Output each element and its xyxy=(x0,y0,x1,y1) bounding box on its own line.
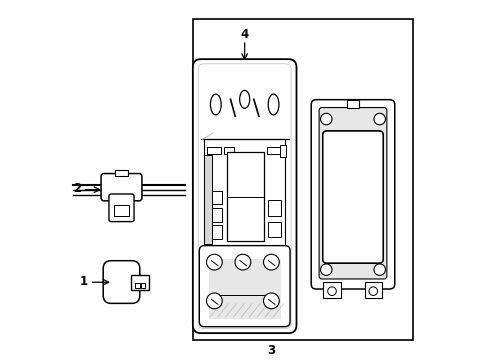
FancyBboxPatch shape xyxy=(322,131,383,263)
Circle shape xyxy=(235,254,250,270)
Bar xyxy=(364,282,381,298)
Circle shape xyxy=(327,287,336,296)
Bar xyxy=(279,145,285,157)
Circle shape xyxy=(263,254,279,270)
FancyBboxPatch shape xyxy=(101,174,142,201)
Bar xyxy=(211,208,222,222)
Bar xyxy=(113,205,128,216)
Text: 3: 3 xyxy=(267,344,275,357)
Bar xyxy=(131,275,149,290)
Bar xyxy=(135,283,140,288)
Bar xyxy=(204,139,285,248)
Bar xyxy=(211,225,222,239)
FancyBboxPatch shape xyxy=(322,131,383,263)
Circle shape xyxy=(206,254,222,270)
Text: 2: 2 xyxy=(73,182,81,195)
Ellipse shape xyxy=(239,90,249,108)
Bar xyxy=(207,147,221,154)
FancyBboxPatch shape xyxy=(319,108,386,279)
Circle shape xyxy=(263,293,279,309)
Bar xyxy=(226,152,264,241)
FancyBboxPatch shape xyxy=(199,246,289,327)
Bar xyxy=(204,156,212,244)
Bar xyxy=(192,19,412,339)
Bar xyxy=(204,156,212,244)
Bar xyxy=(346,100,359,108)
Bar xyxy=(323,282,340,298)
Bar xyxy=(115,170,128,176)
Text: 1: 1 xyxy=(80,275,88,288)
Circle shape xyxy=(373,113,385,125)
Circle shape xyxy=(368,287,377,296)
Circle shape xyxy=(320,264,331,275)
Bar xyxy=(141,283,145,288)
Bar xyxy=(211,191,222,204)
Bar xyxy=(266,147,280,154)
Ellipse shape xyxy=(210,94,221,115)
Bar xyxy=(267,201,281,216)
Circle shape xyxy=(320,113,331,125)
Bar xyxy=(267,222,281,237)
Circle shape xyxy=(373,264,385,275)
Circle shape xyxy=(206,293,222,309)
FancyBboxPatch shape xyxy=(310,100,394,289)
Bar xyxy=(105,180,136,196)
FancyBboxPatch shape xyxy=(192,59,296,333)
Ellipse shape xyxy=(267,94,278,115)
Text: 4: 4 xyxy=(240,28,248,41)
FancyBboxPatch shape xyxy=(109,194,134,222)
Bar xyxy=(208,258,280,319)
Bar xyxy=(224,147,234,154)
FancyBboxPatch shape xyxy=(103,261,140,303)
